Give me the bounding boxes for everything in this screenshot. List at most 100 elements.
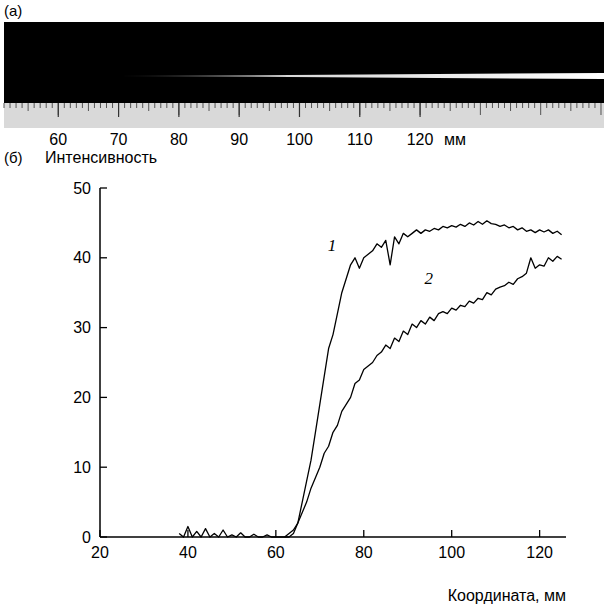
x-tick-label: 80 bbox=[355, 544, 373, 561]
series-label: 2 bbox=[424, 269, 433, 288]
x-tick bbox=[187, 530, 188, 537]
ruler-minor-tick bbox=[154, 103, 155, 108]
ruler-minor-tick bbox=[82, 103, 83, 108]
ruler-unit: мм bbox=[444, 131, 466, 148]
ruler-minor-tick bbox=[172, 103, 173, 108]
ruler-minor-tick bbox=[70, 103, 71, 108]
ruler-tick-label: 120 bbox=[407, 131, 434, 148]
ruler-minor-tick bbox=[323, 103, 324, 108]
series-line bbox=[285, 256, 562, 537]
ruler-minor-tick bbox=[564, 103, 565, 108]
ruler-tick-label: 70 bbox=[110, 131, 128, 148]
ruler-tick-label: 60 bbox=[49, 131, 67, 148]
ruler-minor-tick bbox=[377, 103, 378, 108]
ruler-minor-tick bbox=[492, 103, 493, 108]
y-tick bbox=[100, 467, 107, 468]
y-tick bbox=[100, 397, 107, 398]
ruler-minor-tick bbox=[365, 103, 366, 108]
ruler-minor-tick bbox=[106, 103, 107, 108]
ruler-minor-tick bbox=[16, 103, 17, 108]
ruler-minor-tick bbox=[251, 103, 252, 108]
panel-label: (б) bbox=[4, 149, 23, 166]
ruler-tick-label: 90 bbox=[230, 131, 248, 148]
ruler-tick-label: 80 bbox=[170, 131, 188, 148]
ruler-minor-tick bbox=[40, 103, 41, 108]
ruler-minor-tick bbox=[522, 103, 523, 108]
ruler-minor-tick bbox=[160, 103, 161, 108]
y-axis bbox=[99, 188, 101, 537]
ruler-minor-tick bbox=[227, 103, 228, 108]
ruler-minor-tick bbox=[305, 103, 306, 108]
ruler-minor-tick bbox=[64, 103, 65, 108]
ruler-minor-tick bbox=[148, 103, 149, 111]
figure: (a)60708090100110120мм(б)Интенсивность01… bbox=[0, 0, 608, 615]
ruler-minor-tick bbox=[504, 103, 505, 108]
y-tick-label: 50 bbox=[73, 180, 91, 197]
ruler-minor-tick bbox=[221, 103, 222, 108]
ruler-tick bbox=[58, 103, 59, 117]
ruler-minor-tick bbox=[395, 103, 396, 108]
ruler-minor-tick bbox=[34, 103, 35, 108]
ruler-minor-tick bbox=[594, 103, 595, 108]
x-tick bbox=[99, 530, 100, 537]
ruler-minor-tick bbox=[287, 103, 288, 108]
ruler-minor-tick bbox=[10, 103, 11, 108]
ruler-minor-tick bbox=[480, 103, 481, 115]
ruler-minor-tick bbox=[335, 103, 336, 108]
x-tick-label: 120 bbox=[526, 544, 553, 561]
x-tick bbox=[363, 530, 364, 537]
y-tick-label: 20 bbox=[73, 389, 91, 406]
series-line bbox=[179, 221, 561, 537]
ruler-minor-tick bbox=[317, 103, 318, 108]
ruler-tick bbox=[118, 103, 119, 117]
ruler-minor-tick bbox=[88, 103, 89, 111]
ruler-minor-tick bbox=[383, 103, 384, 108]
x-tick bbox=[539, 530, 540, 537]
ruler-minor-tick bbox=[414, 103, 415, 108]
ruler-minor-tick bbox=[293, 103, 294, 108]
ruler-minor-tick bbox=[408, 103, 409, 108]
ruler-minor-tick bbox=[184, 103, 185, 108]
ruler-minor-tick bbox=[528, 103, 529, 108]
ruler-minor-tick bbox=[468, 103, 469, 108]
ruler-tick bbox=[178, 103, 179, 117]
ruler-minor-tick bbox=[450, 103, 451, 111]
ruler-minor-tick bbox=[124, 103, 125, 108]
x-tick bbox=[451, 530, 452, 537]
ruler-minor-tick bbox=[582, 103, 583, 108]
ruler-minor-tick bbox=[534, 103, 535, 108]
ruler-tick-label: 100 bbox=[286, 131, 313, 148]
ruler-minor-tick bbox=[444, 103, 445, 108]
ruler-minor-tick bbox=[426, 103, 427, 108]
ruler-minor-tick bbox=[142, 103, 143, 108]
ruler-minor-tick bbox=[462, 103, 463, 108]
ruler-minor-tick bbox=[202, 103, 203, 108]
ruler-minor-tick bbox=[432, 103, 433, 108]
ruler-minor-tick bbox=[281, 103, 282, 108]
ruler-minor-tick bbox=[215, 103, 216, 108]
y-tick bbox=[100, 536, 107, 537]
y-tick bbox=[100, 187, 107, 188]
ruler-tick bbox=[419, 103, 420, 117]
y-tick-label: 40 bbox=[73, 249, 91, 266]
ruler-minor-tick bbox=[510, 103, 511, 111]
ruler-minor-tick bbox=[353, 103, 354, 108]
ruler-minor-tick bbox=[52, 103, 53, 108]
ruler-minor-tick bbox=[540, 103, 541, 115]
x-axis bbox=[100, 536, 566, 538]
x-tick-label: 100 bbox=[438, 544, 465, 561]
ruler-minor-tick bbox=[329, 103, 330, 111]
y-tick-label: 10 bbox=[73, 459, 91, 476]
ruler-minor-tick bbox=[552, 103, 553, 108]
x-tick-label: 40 bbox=[179, 544, 197, 561]
x-tick bbox=[275, 530, 276, 537]
ruler-minor-tick bbox=[76, 103, 77, 108]
ruler-tick bbox=[299, 103, 300, 117]
ruler-minor-tick bbox=[94, 103, 95, 108]
ruler-minor-tick bbox=[209, 103, 210, 111]
ruler-tick bbox=[359, 103, 360, 117]
y-tick-label: 30 bbox=[73, 319, 91, 336]
ruler-minor-tick bbox=[347, 103, 348, 108]
x-tick-label: 60 bbox=[267, 544, 285, 561]
y-axis-title: Интенсивность bbox=[45, 149, 157, 166]
